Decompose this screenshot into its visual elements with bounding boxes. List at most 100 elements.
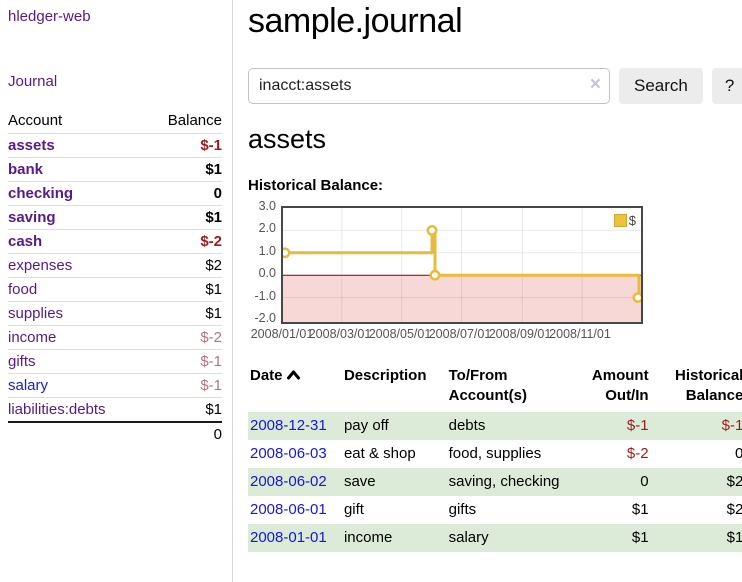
register-header-tofrom: To/From Account(s): [448, 367, 527, 404]
register-header-row: Date Description To/From Account(s) Amou…: [248, 364, 742, 412]
transaction-date-link[interactable]: 2008-06-02: [250, 473, 327, 490]
account-balance: $1: [145, 397, 222, 422]
transaction-balance: $2: [726, 501, 742, 518]
sidebar: hledger-web Journal Account Balance asse…: [0, 0, 233, 582]
x-tick: 2008/03/01: [308, 327, 372, 341]
transaction-row: 2008-06-02 save saving, checking 0 $2: [248, 468, 742, 496]
clear-search-icon[interactable]: ×: [589, 74, 601, 95]
account-link-supplies[interactable]: supplies: [8, 305, 64, 322]
historical-balance-chart: 3.0 2.0 1.0 0.0 -1.0 -2.0: [248, 199, 668, 343]
account-row: assets $-1: [8, 133, 222, 158]
account-link-gifts[interactable]: gifts: [8, 353, 36, 370]
transaction-description: income: [343, 529, 393, 546]
transaction-balance: $2: [726, 473, 742, 490]
account-link-liabilities-debts[interactable]: liabilities:debts: [8, 401, 106, 418]
account-row: bank $1: [8, 157, 222, 182]
account-link-cash[interactable]: cash: [8, 233, 43, 250]
transaction-amount: $1: [631, 529, 649, 546]
search-button[interactable]: Search: [619, 68, 703, 104]
account-row: food $1: [8, 277, 222, 302]
account-link-assets[interactable]: assets: [8, 137, 55, 154]
data-point-markers: [283, 224, 641, 304]
negative-region: [283, 275, 641, 322]
register-header-balance: Historical Balance: [674, 367, 742, 404]
account-link-saving[interactable]: saving: [8, 209, 56, 226]
date-header-label: Date: [250, 367, 283, 384]
account-balance: $-1: [145, 133, 222, 158]
transaction-description: pay off: [343, 417, 389, 434]
transaction-balance: 0: [735, 445, 742, 462]
account-row: cash $-2: [8, 229, 222, 254]
transaction-description: gift: [343, 501, 364, 518]
transaction-row: 2008-06-03 eat & shop food, supplies $-2…: [248, 440, 742, 468]
transaction-accounts: salary: [448, 529, 489, 546]
y-tick: -1.0: [254, 289, 276, 303]
transaction-date-link[interactable]: 2008-01-01: [250, 529, 327, 546]
transaction-amount: $-2: [626, 445, 649, 462]
account-balance: $1: [145, 205, 222, 230]
accounts-header-account: Account: [8, 112, 63, 129]
account-link-bank[interactable]: bank: [8, 161, 44, 178]
account-balance: $1: [145, 157, 222, 182]
transaction-date-link[interactable]: 2008-12-31: [250, 417, 327, 434]
transaction-balance: $-1: [721, 417, 742, 434]
transaction-row: 2008-06-01 gift gifts $1 $2: [248, 496, 742, 524]
chart-title: Historical Balance:: [248, 177, 384, 194]
x-axis-labels: 2008/01/01 2008/03/01 2008/05/01 2008/07…: [251, 327, 643, 343]
main-content: sample.journal × Search ? assets Histori…: [233, 0, 742, 582]
app-title-link[interactable]: hledger-web: [8, 8, 91, 25]
account-row: liabilities:debts $1: [8, 397, 222, 422]
sort-ascending-icon: [286, 366, 300, 386]
account-link-salary[interactable]: salary: [8, 377, 49, 394]
transaction-date-link[interactable]: 2008-06-03: [250, 445, 327, 462]
balance-line-chart: [283, 208, 641, 322]
register-header-description: Description: [343, 367, 427, 384]
chart-legend: $: [611, 212, 638, 229]
account-row: checking 0: [8, 181, 222, 206]
account-balance: $-2: [145, 229, 222, 254]
sidebar-item-journal[interactable]: Journal: [8, 73, 58, 90]
register-header-date[interactable]: Date: [248, 364, 342, 412]
account-row: supplies $1: [8, 301, 222, 326]
account-link-income[interactable]: income: [8, 329, 57, 346]
account-balance: 0: [145, 181, 222, 206]
transaction-date-link[interactable]: 2008-06-01: [250, 501, 327, 518]
account-link-expenses[interactable]: expenses: [8, 257, 73, 274]
account-balance: $1: [145, 301, 222, 326]
y-tick: 3.0: [258, 199, 276, 213]
transaction-balance: $1: [726, 529, 742, 546]
page-title: sample.journal: [248, 2, 463, 40]
x-tick: 2008/11/01: [549, 327, 611, 341]
account-row: income $-2: [8, 325, 222, 350]
account-row: gifts $-1: [8, 349, 222, 374]
y-tick: -2.0: [254, 311, 276, 325]
accounts-header-row: Account Balance: [8, 109, 222, 134]
account-row: expenses $2: [8, 253, 222, 278]
transaction-description: save: [343, 473, 376, 490]
register-header-amount: Amount Out/In: [591, 367, 649, 404]
x-tick: 2008/01/01: [250, 327, 314, 341]
transaction-row: 2008-12-31 pay off debts $-1 $-1: [248, 412, 742, 440]
account-link-checking[interactable]: checking: [8, 185, 74, 202]
plot-area: $: [281, 206, 643, 324]
account-row: saving $1: [8, 205, 222, 230]
help-button[interactable]: ?: [711, 68, 742, 104]
account-balance: $-1: [145, 349, 222, 374]
search-bar: × Search ?: [248, 68, 742, 104]
transaction-accounts: gifts: [448, 501, 477, 518]
account-link-food[interactable]: food: [8, 281, 38, 298]
accounts-total: 0: [145, 421, 222, 446]
account-heading: assets: [248, 124, 327, 154]
x-tick: 2008/09/01: [488, 327, 552, 341]
search-input[interactable]: [248, 68, 610, 104]
accounts-table: Account Balance assets $-1 bank $1 check…: [8, 109, 222, 446]
transaction-amount: $-1: [626, 417, 649, 434]
legend-label: $: [628, 213, 636, 228]
transaction-row: 2008-01-01 income salary $1 $1: [248, 524, 742, 552]
transaction-accounts: saving, checking: [448, 473, 560, 490]
register-table: Date Description To/From Account(s) Amou…: [248, 364, 742, 552]
account-balance: $2: [145, 253, 222, 278]
y-axis-labels: 3.0 2.0 1.0 0.0 -1.0 -2.0: [248, 199, 278, 325]
accounts-total-row: 0: [8, 421, 222, 446]
